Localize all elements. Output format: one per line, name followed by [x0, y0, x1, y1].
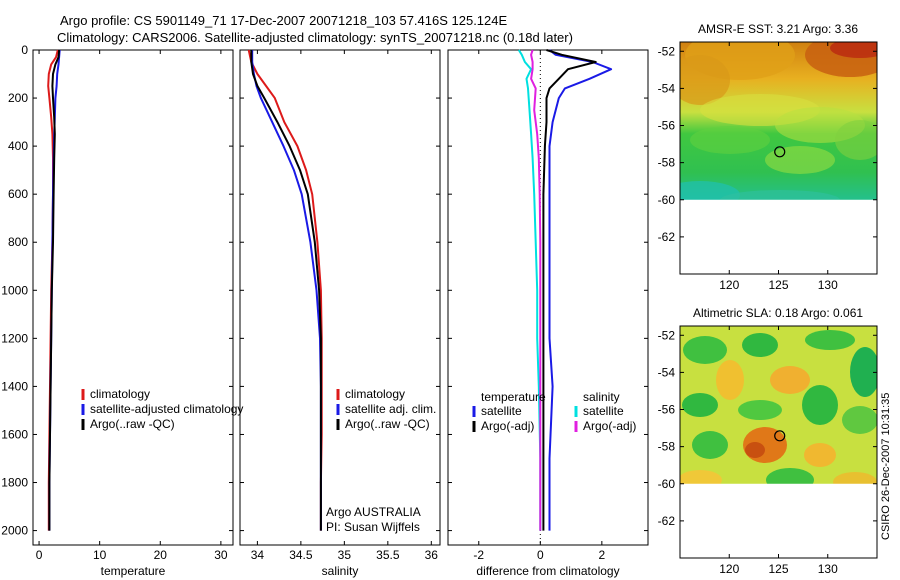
y-tick-label: -62: [658, 230, 676, 244]
x-axis-label: difference from climatology: [476, 564, 619, 578]
x-tick-label: 0: [537, 548, 544, 562]
series-line-red: [247, 49, 323, 531]
legend-group-title: salinity: [583, 390, 620, 404]
y-tick-label: 1000: [1, 283, 28, 297]
sst-map-title: AMSR-E SST: 3.21 Argo: 3.36: [698, 22, 858, 36]
x-tick-label: 125: [768, 562, 788, 576]
y-tick-label: -52: [658, 328, 676, 342]
y-tick-label: 1400: [1, 379, 28, 393]
difference-panel: -2 0 2 difference from climatology temperatu…: [447, 49, 649, 578]
x-tick-label: 30: [214, 548, 228, 562]
y-tick-label: -56: [658, 119, 676, 133]
header-line-2: Climatology: CARS2006. Satellite-adjuste…: [57, 30, 573, 45]
y-tick-label: -58: [658, 156, 676, 170]
x-tick-label: 35.5: [376, 548, 400, 562]
y-tick-label: -62: [658, 514, 676, 528]
sst-field: [680, 42, 877, 209]
sla-map: Altimetric SLA: 0.18 Argo: 0.061 -52-54-…: [658, 306, 878, 576]
temperature-panel: 0 200 400 600 800 1000 1200 1400 1600 1800 2000 0 10…: [1, 43, 243, 578]
annotation-float-program: Argo AUSTRALIA: [326, 505, 421, 519]
annotation-pi: PI: Susan Wijffels: [326, 520, 420, 534]
series-line-blue: [548, 49, 613, 531]
x-axis-label: temperature: [101, 564, 166, 578]
legend-label: satellite: [481, 404, 522, 418]
x-tick-label: 120: [719, 562, 739, 576]
legend-label: Argo(..raw -QC): [345, 417, 430, 431]
header-line-1: Argo profile: CS 5901149_71 17-Dec-2007 …: [60, 13, 507, 28]
salinity-panel: 34 34.5 35 35.5 36 salinity climatologysatelli…: [239, 49, 441, 578]
plot-frame: [447, 49, 649, 546]
y-tick-label: -56: [658, 403, 676, 417]
x-tick-label: 2: [599, 548, 606, 562]
x-tick-label: 34.5: [289, 548, 313, 562]
no-data-area: [680, 483, 877, 558]
series-line-cyan: [517, 49, 542, 531]
series-line-blue: [251, 50, 322, 531]
series-line-black: [48, 49, 61, 531]
legend-label: satellite-adjusted climatology: [90, 402, 243, 416]
y-tick-label: 0: [21, 43, 28, 57]
argo-location-marker: [774, 430, 786, 442]
legend-label: satellite: [583, 404, 624, 418]
y-tick-label: -52: [658, 44, 676, 58]
x-tick-label: 130: [818, 278, 838, 292]
y-tick-label: 1600: [1, 427, 28, 441]
y-tick-label: 200: [8, 91, 28, 105]
legend-label: Argo(-adj): [583, 419, 636, 433]
y-tick-label: 800: [8, 235, 28, 249]
x-tick-label: 0: [36, 548, 43, 562]
legend-label: satellite adj. clim.: [345, 402, 436, 416]
argo-location-marker: [774, 146, 786, 158]
sla-field: [680, 326, 877, 493]
sst-map-axes: -52 -54 -56 -58 -60 -62 120 125 130: [658, 41, 878, 292]
y-tick-label: 2000: [1, 524, 28, 538]
x-tick-label: 130: [818, 562, 838, 576]
x-tick-label: 10: [93, 548, 107, 562]
x-tick-label: 120: [719, 278, 739, 292]
plot-frame: [32, 49, 234, 546]
y-tick-label: 1800: [1, 476, 28, 490]
x-tick-label: 36: [425, 548, 439, 562]
legend-label: climatology: [90, 387, 150, 401]
legend-label: Argo(-adj): [481, 419, 534, 433]
y-tick-label: -58: [658, 440, 676, 454]
x-tick-label: 34: [251, 548, 265, 562]
y-tick-label: 600: [8, 187, 28, 201]
x-tick-label: 35: [338, 548, 352, 562]
y-tick-label: -54: [658, 365, 676, 379]
no-data-area: [680, 199, 877, 274]
series-line-magenta: [530, 49, 542, 531]
y-tick-label: -54: [658, 81, 676, 95]
sst-map: AMSR-E SST: 3.21 Argo: 3.36 -52 -54 -56 -58…: [658, 22, 878, 292]
y-tick-label: 400: [8, 139, 28, 153]
legend-label: Argo(..raw -QC): [90, 417, 175, 431]
y-tick-label: -60: [658, 477, 676, 491]
x-tick-label: 20: [154, 548, 168, 562]
timestamp-label: CSIRO 26-Dec-2007 10:31:35: [880, 393, 892, 540]
legend-label: climatology: [345, 387, 405, 401]
y-tick-label: -60: [658, 193, 676, 207]
series-line-black: [542, 49, 597, 531]
x-tick-label: 125: [768, 278, 788, 292]
sla-map-axes: -52 -54 -56 -58 -60 -62 120 125 130: [658, 325, 878, 576]
x-axis-label: salinity: [322, 564, 359, 578]
x-tick-label: -2: [473, 548, 484, 562]
legend-group-title: temperature: [481, 390, 546, 404]
y-tick-label: 1200: [1, 331, 28, 345]
plot-frame: [239, 49, 441, 546]
series-line-black: [250, 50, 322, 531]
sla-map-title: Altimetric SLA: 0.18 Argo: 0.061: [693, 306, 863, 320]
